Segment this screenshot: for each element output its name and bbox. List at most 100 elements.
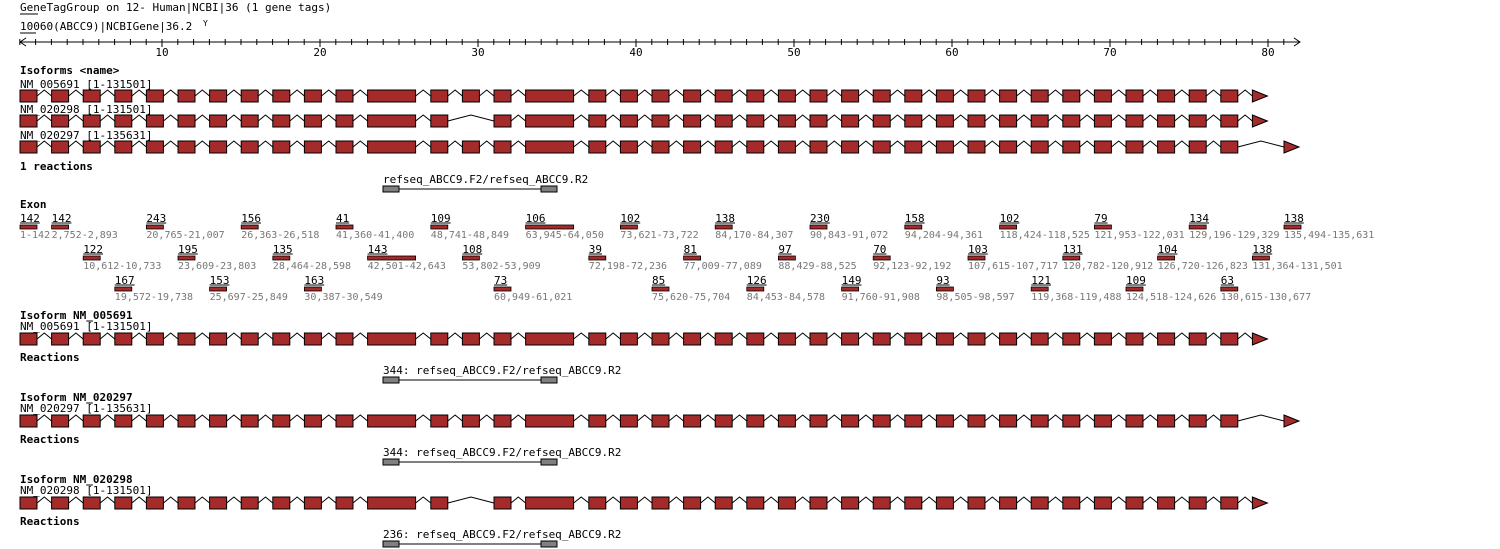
exon-box[interactable]: [367, 140, 417, 154]
exon-box[interactable]: [809, 414, 828, 428]
exon-box[interactable]: [209, 496, 228, 510]
exon-box[interactable]: [1093, 140, 1112, 154]
exon-box[interactable]: [967, 89, 986, 103]
exon-box[interactable]: [999, 140, 1018, 154]
exon-box[interactable]: [525, 140, 575, 154]
exon-box[interactable]: [51, 332, 70, 346]
exon-box[interactable]: [809, 114, 828, 128]
exon-box[interactable]: [1093, 114, 1112, 128]
reaction-label[interactable]: 344: refseq_ABCC9.F2/refseq_ABCC9.R2: [383, 446, 621, 459]
exon-box[interactable]: [1157, 89, 1176, 103]
exon-box[interactable]: [841, 414, 860, 428]
exon-box[interactable]: [1188, 496, 1207, 510]
exon-box[interactable]: [525, 414, 575, 428]
exon-box[interactable]: [461, 140, 480, 154]
exon-box[interactable]: [714, 89, 733, 103]
exon-item[interactable]: 79 121,953-122,031: [1094, 212, 1185, 241]
exon-box[interactable]: [51, 114, 70, 128]
exon-box[interactable]: [651, 496, 670, 510]
exon-end-arrow[interactable]: [1251, 496, 1269, 510]
exon-box[interactable]: [114, 332, 133, 346]
exon-box[interactable]: [841, 114, 860, 128]
exon-box[interactable]: [303, 89, 322, 103]
exon-box[interactable]: [1030, 496, 1049, 510]
exon-box[interactable]: [935, 414, 954, 428]
exon-box[interactable]: [651, 89, 670, 103]
exon-box[interactable]: [303, 114, 322, 128]
isoform-label[interactable]: NM_020297 [1-135631]: [20, 402, 152, 415]
exon-box[interactable]: [777, 414, 796, 428]
exon-box[interactable]: [209, 140, 228, 154]
exon-box[interactable]: [1125, 332, 1144, 346]
exon-box[interactable]: [493, 496, 512, 510]
exon-box[interactable]: [272, 414, 291, 428]
exon-box[interactable]: [335, 414, 354, 428]
exon-box[interactable]: [114, 114, 133, 128]
isoform-label[interactable]: NM_005691 [1-131501]: [20, 320, 152, 333]
exon-item[interactable]: 142 1-142: [19, 212, 50, 241]
exon-item[interactable]: 102 73,621-73,722: [620, 212, 699, 241]
exon-box[interactable]: [114, 89, 133, 103]
exon-box[interactable]: [1220, 89, 1239, 103]
exon-box[interactable]: [493, 114, 512, 128]
exon-box[interactable]: [177, 89, 196, 103]
exon-box[interactable]: [1125, 89, 1144, 103]
exon-box[interactable]: [904, 332, 923, 346]
exon-box[interactable]: [1157, 496, 1176, 510]
exon-box[interactable]: [588, 414, 607, 428]
exon-item[interactable]: 109 48,741-48,849: [430, 212, 509, 241]
exon-box[interactable]: [1188, 114, 1207, 128]
exon-item[interactable]: 70 92,123-92,192: [872, 243, 951, 272]
exon-box[interactable]: [967, 332, 986, 346]
exon-box[interactable]: [177, 496, 196, 510]
exon-box[interactable]: [1157, 332, 1176, 346]
exon-box[interactable]: [1125, 114, 1144, 128]
exon-box[interactable]: [1125, 140, 1144, 154]
exon-box[interactable]: [1030, 414, 1049, 428]
exon-box[interactable]: [904, 496, 923, 510]
exon-box[interactable]: [82, 140, 101, 154]
exon-item[interactable]: 93 98,505-98,597: [936, 274, 1015, 303]
exon-box[interactable]: [588, 496, 607, 510]
exon-box[interactable]: [1157, 414, 1176, 428]
exon-box[interactable]: [209, 332, 228, 346]
exon-box[interactable]: [904, 114, 923, 128]
exon-item[interactable]: 134 129,196-129,329: [1188, 212, 1280, 241]
exon-box[interactable]: [209, 89, 228, 103]
exon-box[interactable]: [240, 140, 259, 154]
reaction-label[interactable]: 236: refseq_ABCC9.F2/refseq_ABCC9.R2: [383, 528, 621, 541]
exon-box[interactable]: [1062, 496, 1081, 510]
exon-box[interactable]: [619, 114, 638, 128]
exon-box[interactable]: [967, 140, 986, 154]
exon-box[interactable]: [651, 140, 670, 154]
exon-item[interactable]: 81 77,009-77,089: [683, 243, 762, 272]
exon-box[interactable]: [651, 414, 670, 428]
exon-box[interactable]: [809, 496, 828, 510]
exon-box[interactable]: [493, 89, 512, 103]
exon-item[interactable]: 85 75,620-75,704: [651, 274, 730, 303]
exon-box[interactable]: [935, 332, 954, 346]
exon-box[interactable]: [619, 496, 638, 510]
exon-item[interactable]: 103 107,615-107,717: [967, 243, 1058, 272]
exon-box[interactable]: [777, 114, 796, 128]
exon-box[interactable]: [935, 140, 954, 154]
exon-box[interactable]: [82, 496, 101, 510]
exon-box[interactable]: [588, 114, 607, 128]
exon-box[interactable]: [1062, 414, 1081, 428]
exon-box[interactable]: [872, 114, 891, 128]
exon-box[interactable]: [1188, 414, 1207, 428]
exon-box[interactable]: [872, 414, 891, 428]
exon-box[interactable]: [493, 414, 512, 428]
exon-box[interactable]: [619, 414, 638, 428]
exon-item[interactable]: 109 124,518-124,626: [1125, 274, 1216, 303]
exon-box[interactable]: [430, 89, 449, 103]
exon-box[interactable]: [1062, 140, 1081, 154]
exon-box[interactable]: [651, 332, 670, 346]
exon-box[interactable]: [967, 114, 986, 128]
exon-item[interactable]: 126 84,453-84,578: [746, 274, 825, 303]
exon-box[interactable]: [1125, 414, 1144, 428]
exon-box[interactable]: [303, 414, 322, 428]
exon-box[interactable]: [619, 140, 638, 154]
exon-box[interactable]: [588, 332, 607, 346]
exon-box[interactable]: [999, 414, 1018, 428]
